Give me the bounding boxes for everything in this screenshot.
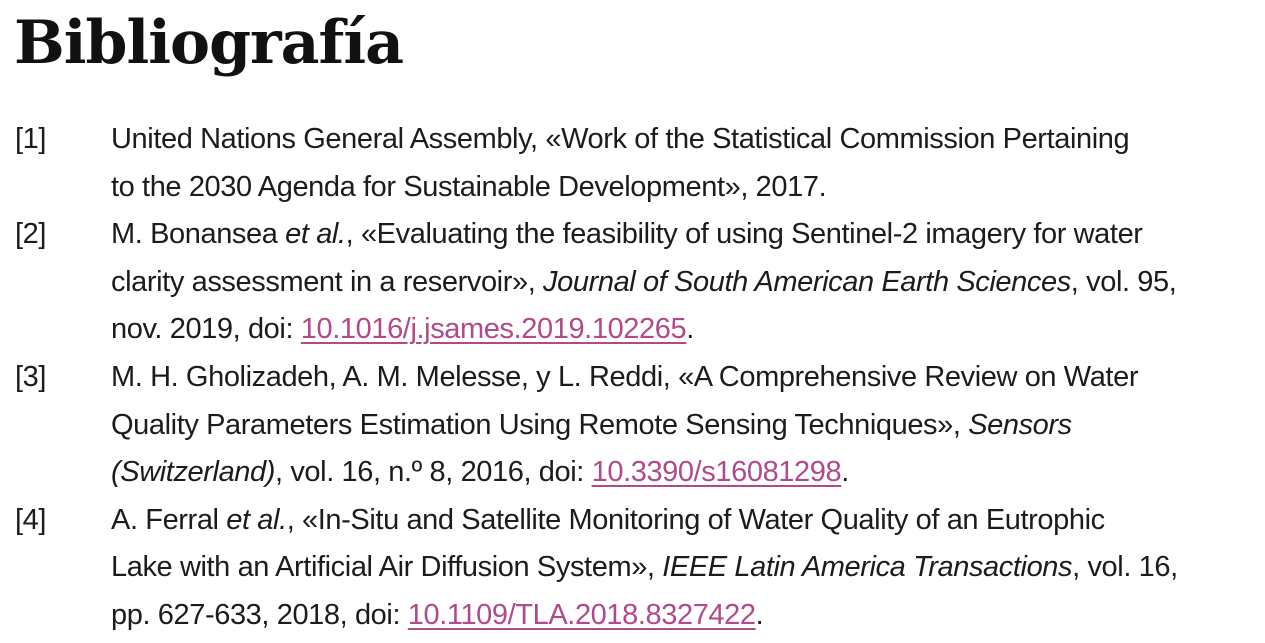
reference-item-3: [3] M. H. Gholizadeh, A. M. Melesse, y L… <box>0 354 1265 497</box>
reference-text-line: Quality Parameters Estimation Using Remo… <box>111 402 1265 450</box>
doi-link[interactable]: 10.1016/j.jsames.2019.102265 <box>300 313 687 346</box>
date-doi-text: nov. 2019, doi: <box>111 313 301 346</box>
title-text: , «Evaluating the feasibility of using S… <box>345 218 1143 251</box>
reference-text-line: A. Ferral et al., «In-Situ and Satellite… <box>111 497 1265 545</box>
journal-name: Sensors <box>968 408 1072 441</box>
reference-item-4: [4] A. Ferral et al., «In-Situ and Satel… <box>0 497 1265 640</box>
et-al-text: et al. <box>285 218 346 251</box>
period-text: . <box>755 598 764 631</box>
reference-item-1: [1] United Nations General Assembly, «Wo… <box>0 116 1265 211</box>
period-text: . <box>841 456 849 489</box>
journal-name: IEEE Latin America Transactions <box>662 551 1073 584</box>
reference-text-line: M. Bonansea et al., «Evaluating the feas… <box>111 211 1265 259</box>
author-text: A. Ferral <box>111 503 227 536</box>
title-text: clarity assessment in a reservoir», <box>111 265 544 298</box>
title-text: Quality Parameters Estimation Using Remo… <box>111 408 969 441</box>
doi-link[interactable]: 10.3390/s16081298 <box>591 456 842 489</box>
reference-label: [2] <box>15 218 47 251</box>
reference-label: [1] <box>15 123 47 155</box>
reference-text-line: United Nations General Assembly, «Work o… <box>111 123 1130 155</box>
reference-label: [4] <box>15 503 47 536</box>
reference-item-2: [2] M. Bonansea et al., «Evaluating the … <box>0 211 1265 354</box>
reference-text-line: Lake with an Artificial Air Diffusion Sy… <box>111 544 1265 592</box>
journal-name: (Switzerland) <box>111 456 276 489</box>
reference-text-line: clarity assessment in a reservoir», Jour… <box>111 259 1265 307</box>
reference-text-line: pp. 627-633, 2018, doi: 10.1109/TLA.2018… <box>111 592 1265 640</box>
reference-text-line: (Switzerland), vol. 16, n.º 8, 2016, doi… <box>111 449 1265 497</box>
reference-label: [3] <box>15 360 47 393</box>
volume-text: , vol. 95, <box>1070 265 1177 298</box>
volume-text: , vol. 16, <box>1072 551 1178 584</box>
title-text: , «In-Situ and Satellite Monitoring of W… <box>286 503 1105 536</box>
author-text: M. Bonansea <box>111 218 286 251</box>
et-al-text: et al. <box>226 503 287 536</box>
page-title: Bibliografía <box>14 8 404 78</box>
period-text: . <box>686 313 694 346</box>
pages-doi-text: pp. 627-633, 2018, doi: <box>111 598 408 631</box>
title-text: Lake with an Artificial Air Diffusion Sy… <box>111 551 663 584</box>
doi-link[interactable]: 10.1109/TLA.2018.8327422 <box>407 598 756 631</box>
reference-text-line: M. H. Gholizadeh, A. M. Melesse, y L. Re… <box>111 360 1139 393</box>
reference-list: [1] United Nations General Assembly, «Wo… <box>0 116 1265 640</box>
volume-doi-text: , vol. 16, n.º 8, 2016, doi: <box>275 456 592 489</box>
reference-text-line: nov. 2019, doi: 10.1016/j.jsames.2019.10… <box>111 306 1265 354</box>
reference-text-line: to the 2030 Agenda for Sustainable Devel… <box>111 170 827 203</box>
journal-name: Journal of South American Earth Sciences <box>543 265 1071 298</box>
